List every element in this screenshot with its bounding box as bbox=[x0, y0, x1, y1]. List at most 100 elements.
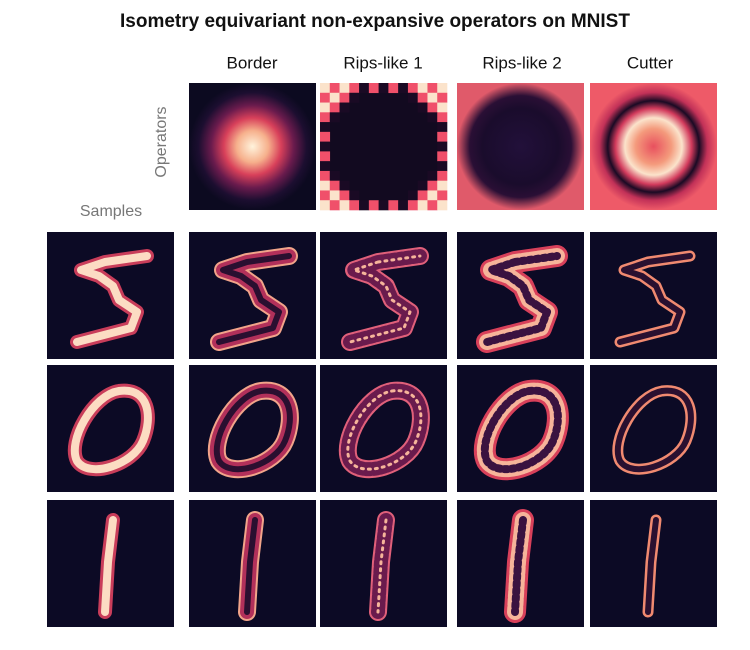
pixel bbox=[320, 151, 331, 162]
sample-image bbox=[457, 500, 584, 627]
pixel bbox=[417, 180, 428, 191]
pixel bbox=[329, 190, 340, 201]
image bbox=[590, 83, 717, 210]
pixel bbox=[437, 200, 448, 211]
pixel bbox=[417, 83, 428, 94]
pixel bbox=[437, 102, 448, 113]
pixel bbox=[378, 83, 389, 94]
sample-image bbox=[590, 500, 717, 627]
sample-image bbox=[47, 365, 174, 492]
image bbox=[590, 232, 717, 359]
pixel bbox=[417, 92, 428, 103]
pixel bbox=[349, 83, 360, 94]
sample-image bbox=[457, 232, 584, 359]
image-grid bbox=[47, 83, 717, 627]
pixel bbox=[427, 200, 438, 211]
sample-image bbox=[320, 232, 447, 359]
pixel bbox=[437, 161, 448, 172]
column-header: Border bbox=[226, 53, 277, 72]
pixel bbox=[427, 190, 438, 201]
pixel bbox=[437, 83, 448, 94]
pixel bbox=[388, 200, 399, 211]
pixel bbox=[388, 83, 399, 94]
operator-image bbox=[457, 83, 584, 210]
pixel bbox=[417, 102, 428, 113]
image bbox=[590, 365, 717, 492]
pixel bbox=[339, 190, 350, 201]
operator-image bbox=[189, 83, 316, 210]
pixel bbox=[320, 161, 331, 172]
pixel bbox=[320, 131, 331, 142]
sample-image bbox=[457, 365, 584, 492]
pixel bbox=[437, 190, 448, 201]
figure-title: Isometry equivariant non-expansive opera… bbox=[120, 11, 630, 32]
image bbox=[189, 83, 316, 210]
pixel bbox=[349, 92, 360, 103]
pixel bbox=[329, 83, 340, 94]
sample-image bbox=[590, 365, 717, 492]
pixel bbox=[437, 92, 448, 103]
pixel bbox=[437, 122, 448, 133]
sample-image bbox=[189, 365, 316, 492]
pixel bbox=[359, 200, 370, 211]
pixel bbox=[329, 92, 340, 103]
pixel bbox=[320, 83, 331, 94]
pixel bbox=[329, 180, 340, 191]
pixel bbox=[417, 200, 428, 211]
sample-image bbox=[189, 232, 316, 359]
pixel bbox=[437, 180, 448, 191]
pixel bbox=[427, 112, 438, 123]
pixel bbox=[329, 112, 340, 123]
pixel bbox=[437, 151, 448, 162]
pixel bbox=[427, 92, 438, 103]
operator-image bbox=[590, 83, 717, 210]
pixel bbox=[368, 83, 379, 94]
pixel bbox=[427, 180, 438, 191]
sample-image bbox=[189, 500, 316, 627]
pixel bbox=[320, 141, 331, 152]
pixel bbox=[437, 112, 448, 123]
pixel bbox=[320, 180, 331, 191]
pixel bbox=[339, 92, 350, 103]
operator-image bbox=[320, 83, 448, 211]
pixel bbox=[407, 92, 418, 103]
pixel bbox=[437, 131, 448, 142]
image bbox=[457, 83, 584, 210]
sample-image bbox=[47, 232, 174, 359]
pixel bbox=[320, 200, 331, 211]
pixel bbox=[320, 122, 331, 133]
pixel bbox=[320, 170, 331, 181]
sample-image bbox=[320, 365, 447, 492]
pixel bbox=[378, 200, 389, 211]
pixel bbox=[368, 200, 379, 211]
pixel bbox=[329, 102, 340, 113]
pixel bbox=[398, 200, 409, 211]
pixel bbox=[407, 190, 418, 201]
column-header: Rips-like 2 bbox=[482, 53, 561, 72]
pixel bbox=[349, 190, 360, 201]
pixel bbox=[339, 102, 350, 113]
pixel bbox=[407, 200, 418, 211]
column-header: Cutter bbox=[627, 53, 674, 72]
pixel bbox=[427, 170, 438, 181]
pixel bbox=[320, 112, 331, 123]
pixel bbox=[339, 83, 350, 94]
pixel bbox=[427, 102, 438, 113]
pixel bbox=[437, 141, 448, 152]
sample-image bbox=[320, 500, 447, 627]
pixel bbox=[407, 83, 418, 94]
row-label: Operators bbox=[153, 106, 170, 177]
pixel bbox=[339, 180, 350, 191]
row-label: Samples bbox=[80, 203, 142, 220]
pixel bbox=[427, 83, 438, 94]
pixel bbox=[437, 170, 448, 181]
pixel bbox=[329, 200, 340, 211]
sample-image bbox=[47, 500, 174, 627]
pixel bbox=[320, 102, 331, 113]
pixel bbox=[329, 170, 340, 181]
pixel bbox=[359, 83, 370, 94]
pixel bbox=[417, 190, 428, 201]
pixel bbox=[398, 83, 409, 94]
column-header: Rips-like 1 bbox=[343, 53, 422, 72]
